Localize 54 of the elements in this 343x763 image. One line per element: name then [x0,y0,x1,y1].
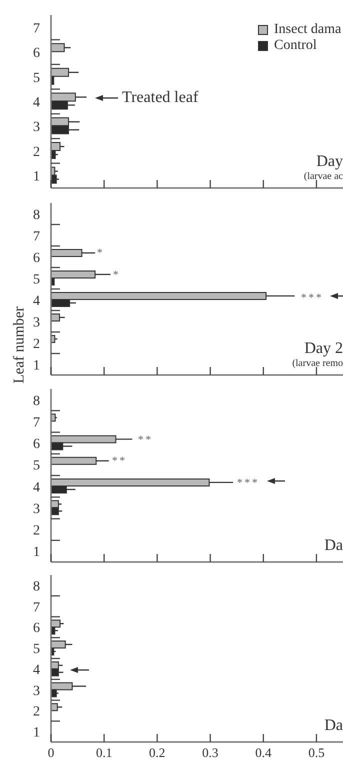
text: Day 2 [304,340,343,358]
annotation: ** [112,455,127,467]
y-tick-label: 5 [33,272,40,288]
y-tick-label: 3 [33,684,40,699]
legend-label: Insect dama [274,22,342,38]
annotation: Treated leaf [122,88,198,108]
y-tick-label: 3 [33,120,40,136]
y-tick-label: 7 [33,21,40,36]
y-tick-label: 8 [33,394,40,409]
x-tick-label: 0.4 [255,745,272,760]
annotation: * [97,247,104,259]
x-tick-label: 0 [48,745,54,760]
x-tick-label: 0.2 [149,745,166,760]
y-tick-label: 6 [33,46,40,62]
y-tick-label: 6 [33,250,40,266]
y-axis-title: Leaf number [12,306,28,384]
annotation: *** [301,292,324,304]
y-tick-label: 3 [33,502,40,517]
y-tick-label: 4 [33,480,40,496]
legend-label: Control [274,38,317,54]
y-tick-label: 6 [33,621,40,636]
annotation: * [113,269,120,281]
text: Da [324,537,343,555]
text: Day [316,153,343,171]
y-tick-label: 1 [33,726,40,741]
y-tick-label: 3 [33,315,40,330]
y-tick-label: 8 [33,208,40,223]
y-tick-label: 2 [33,704,40,720]
annotation: ** [138,434,153,446]
y-tick-label: 7 [33,229,40,244]
y-tick-label: 1 [33,358,40,374]
text: Da [324,717,343,735]
y-tick-label: 8 [33,579,40,594]
y-tick-label: 2 [33,336,40,352]
y-tick-label: 5 [33,70,40,86]
x-tick-label: 0.3 [202,745,218,760]
y-tick-label: 2 [33,144,40,160]
text: (larvae ac [304,171,343,182]
y-tick-label: 1 [33,545,40,560]
y-tick-label: 5 [33,458,40,474]
text: (larvae remo [292,358,343,369]
y-tick-label: 7 [33,600,40,616]
annotation: *** [237,477,260,489]
y-tick-label: 2 [33,524,40,539]
y-tick-label: 4 [33,662,40,678]
x-tick-label: 0.1 [96,745,112,760]
bar [51,703,58,712]
y-tick-label: 5 [33,642,40,658]
x-tick-label: 0.5 [308,745,325,760]
y-tick-label: 7 [33,415,40,430]
y-tick-label: 4 [33,294,40,309]
y-tick-label: 1 [33,170,40,185]
y-tick-label: 4 [33,96,40,110]
y-tick-label: 6 [33,437,40,452]
